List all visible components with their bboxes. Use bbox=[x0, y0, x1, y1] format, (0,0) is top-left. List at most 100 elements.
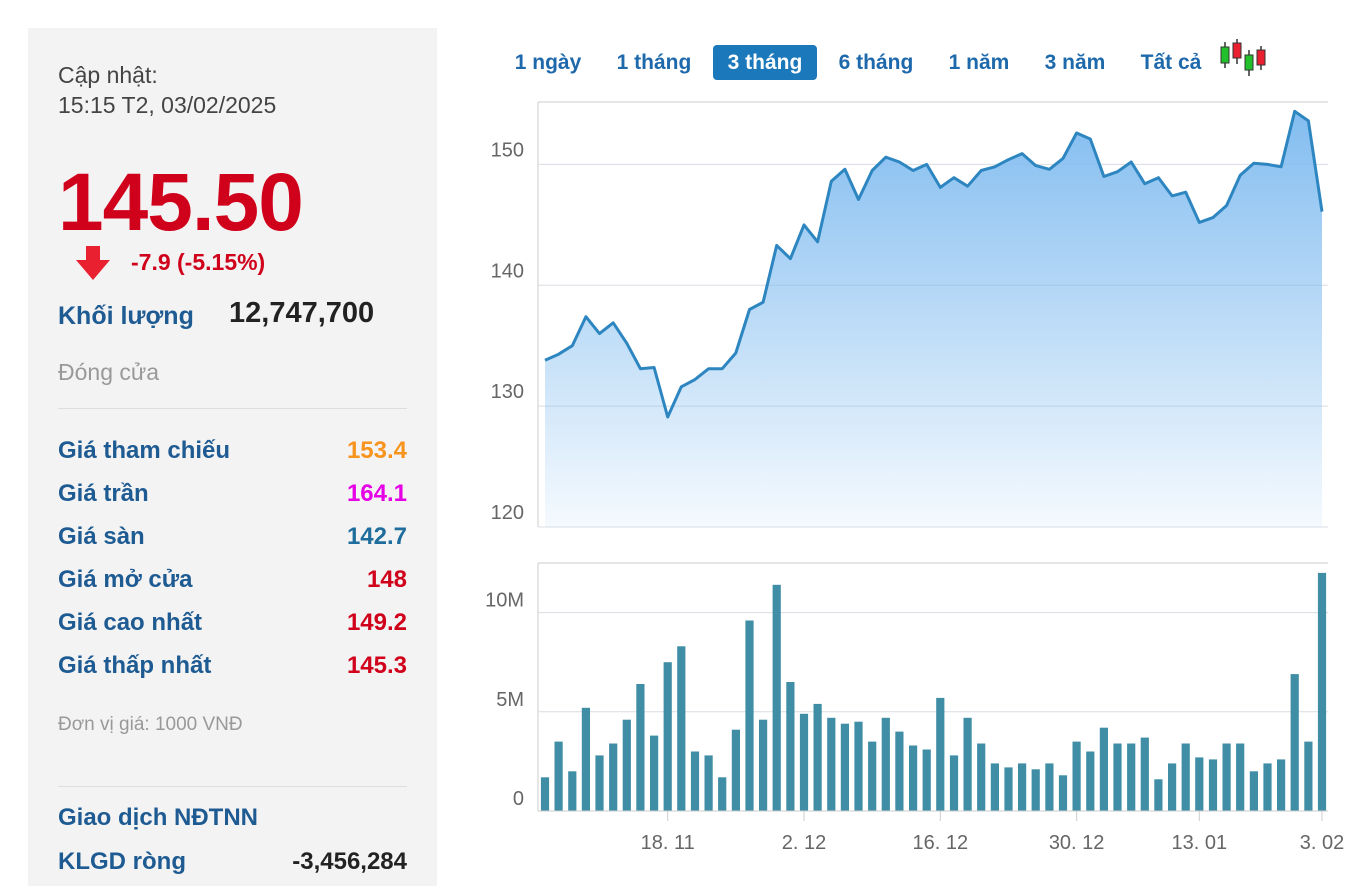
volume-bar bbox=[731, 729, 740, 811]
volume-bar bbox=[854, 721, 863, 811]
volume-bar bbox=[690, 751, 700, 811]
high-price-value: 149.2 bbox=[346, 609, 407, 636]
volume-bar bbox=[1249, 771, 1258, 811]
x-tick-label: 13. 01 bbox=[1172, 832, 1228, 854]
volume-bar bbox=[663, 662, 672, 811]
open-price-label: Giá mở cửa bbox=[58, 566, 193, 593]
stock-info-panel: Cập nhật: 15:15 T2, 03/02/2025 145.50 -7… bbox=[28, 28, 437, 886]
foreign-trading-title: Giao dịch NĐTNN bbox=[58, 804, 259, 831]
volume-bar bbox=[922, 749, 931, 811]
price-line bbox=[544, 109, 1324, 419]
tab-all[interactable]: Tất cả bbox=[1140, 51, 1202, 74]
candlestick-chart-icon[interactable] bbox=[1218, 38, 1266, 78]
x-tick-label: 2. 12 bbox=[782, 832, 826, 854]
volume-bar bbox=[990, 763, 999, 811]
volume-bar bbox=[1236, 743, 1245, 811]
floor-price-value: 142.7 bbox=[346, 523, 407, 550]
volume-bar bbox=[1168, 763, 1177, 811]
x-tick-label: 3. 02 bbox=[1300, 832, 1344, 854]
volume-bar bbox=[1181, 743, 1190, 811]
volume-bar bbox=[1195, 757, 1204, 811]
divider bbox=[58, 786, 407, 787]
volume-bar bbox=[786, 682, 795, 811]
volume-bar bbox=[1154, 779, 1163, 811]
volume-bar bbox=[868, 741, 877, 811]
volume-bar bbox=[772, 584, 781, 811]
volume-bar bbox=[1072, 741, 1081, 811]
tab-1-month[interactable]: 1 tháng bbox=[616, 51, 692, 74]
volume-bar bbox=[840, 723, 849, 811]
x-tick-label: 30. 12 bbox=[1049, 832, 1105, 854]
volume-bar bbox=[949, 755, 959, 811]
volume-bar bbox=[1018, 763, 1027, 811]
volume-bar bbox=[799, 713, 809, 811]
volume-bar bbox=[595, 755, 604, 811]
tab-3-years[interactable]: 3 năm bbox=[1044, 51, 1106, 74]
volume-bar bbox=[1277, 759, 1286, 811]
market-status: Đóng cửa bbox=[58, 359, 160, 385]
volume-bar bbox=[1045, 763, 1054, 811]
volume-y-tick-label: 5M bbox=[496, 689, 524, 711]
ceiling-price-value: 164.1 bbox=[346, 480, 407, 507]
update-time: 15:15 T2, 03/02/2025 bbox=[58, 92, 277, 118]
open-price-value: 148 bbox=[366, 566, 407, 593]
volume-bar bbox=[963, 717, 972, 811]
divider bbox=[58, 408, 407, 409]
volume-bar bbox=[609, 743, 618, 811]
reference-price-value: 153.4 bbox=[346, 437, 407, 464]
price-unit-note: Đơn vị giá: 1000 VNĐ bbox=[58, 714, 243, 735]
price-y-tick-label: 120 bbox=[491, 502, 524, 524]
volume-bar bbox=[1317, 572, 1327, 811]
volume-bar bbox=[554, 741, 563, 811]
volume-bar bbox=[636, 684, 645, 811]
price-y-tick-label: 140 bbox=[491, 260, 524, 282]
x-tick-label: 16. 12 bbox=[913, 832, 969, 854]
volume-bar bbox=[977, 743, 986, 811]
current-price: 145.50 bbox=[58, 157, 304, 248]
tab-1-day[interactable]: 1 ngày bbox=[514, 51, 582, 74]
x-tick-label: 18. 11 bbox=[641, 832, 695, 854]
volume-bar bbox=[813, 703, 822, 811]
low-price-label: Giá thấp nhất bbox=[58, 652, 212, 679]
low-price-value: 145.3 bbox=[346, 652, 407, 679]
volume-bar bbox=[1086, 751, 1095, 811]
reference-price-label: Giá tham chiếu bbox=[58, 437, 231, 464]
price-y-tick-label: 150 bbox=[491, 139, 524, 161]
volume-bar bbox=[1113, 743, 1122, 811]
volume-bar bbox=[1222, 743, 1231, 811]
floor-price-label: Giá sàn bbox=[58, 523, 145, 550]
volume-bar bbox=[540, 777, 550, 811]
volume-bar bbox=[568, 771, 577, 811]
volume-bar bbox=[827, 717, 836, 811]
net-volume-label: KLGD ròng bbox=[58, 848, 186, 875]
tab-1-year[interactable]: 1 năm bbox=[948, 51, 1010, 74]
tab-6-months[interactable]: 6 tháng bbox=[838, 51, 914, 74]
price-y-tick-label: 130 bbox=[491, 381, 524, 403]
price-area bbox=[545, 111, 1322, 528]
volume-bar bbox=[1058, 775, 1068, 811]
tab-3-months[interactable]: 3 tháng bbox=[713, 45, 817, 80]
volume-bar bbox=[718, 777, 727, 811]
volume-bar bbox=[704, 755, 713, 811]
volume-bar bbox=[1290, 674, 1299, 811]
price-change: -7.9 (-5.15%) bbox=[131, 249, 266, 275]
volume-bar bbox=[1004, 767, 1013, 811]
high-price-label: Giá cao nhất bbox=[58, 609, 203, 636]
volume-bar bbox=[1099, 727, 1108, 811]
update-label: Cập nhật: bbox=[58, 62, 158, 88]
volume-y-tick-label: 0 bbox=[513, 788, 524, 810]
volume-value: 12,747,700 bbox=[229, 297, 375, 329]
volume-bar bbox=[936, 697, 945, 811]
volume-bar bbox=[745, 620, 754, 811]
volume-bar bbox=[1304, 741, 1313, 811]
volume-bar bbox=[909, 745, 918, 811]
down-arrow-icon bbox=[76, 246, 110, 280]
volume-bar bbox=[881, 717, 890, 811]
net-volume-value: -3,456,284 bbox=[292, 848, 407, 875]
volume-bar bbox=[759, 719, 768, 811]
volume-bar bbox=[1127, 743, 1136, 811]
ceiling-price-label: Giá trần bbox=[58, 480, 149, 507]
volume-bar bbox=[1263, 763, 1272, 811]
volume-bar bbox=[1140, 737, 1149, 811]
volume-bar bbox=[677, 646, 686, 811]
